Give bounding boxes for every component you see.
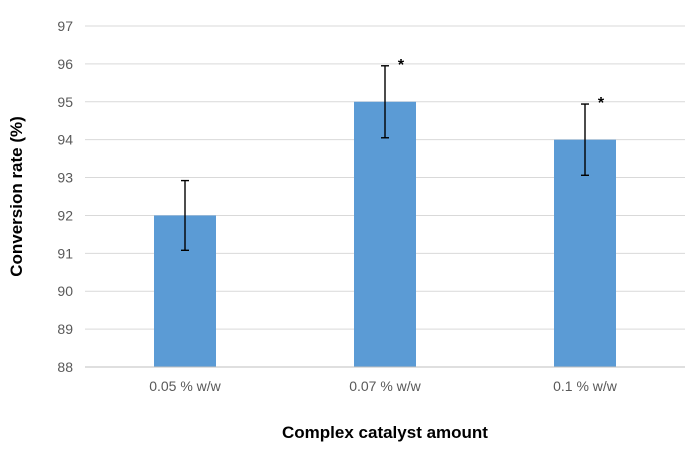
y-tick-label: 88 [57, 359, 73, 375]
significance-asterisk: * [598, 95, 605, 112]
y-tick-label: 92 [57, 207, 73, 223]
bar [354, 101, 416, 368]
y-tick-label: 94 [57, 132, 73, 148]
error-bars [181, 65, 589, 252]
x-tick-label: 0.07 % w/w [349, 378, 421, 394]
error-bar [581, 103, 589, 176]
y-tick-label: 89 [57, 321, 73, 337]
x-axis-ticks: 0.05 % w/w 0.07 % w/w 0.1 % w/w [149, 378, 618, 394]
x-tick-label: 0.1 % w/w [553, 378, 618, 394]
y-axis-ticks: 88 89 90 91 92 93 94 95 96 97 [57, 18, 73, 375]
y-tick-label: 96 [57, 56, 73, 72]
significance-marks: ** [398, 57, 605, 112]
error-bar [381, 65, 389, 139]
bar [554, 139, 616, 367]
y-tick-label: 97 [57, 18, 73, 34]
y-axis-title: Conversion rate (%) [7, 116, 26, 277]
y-tick-label: 93 [57, 170, 73, 186]
bars [154, 101, 616, 368]
y-tick-label: 90 [57, 283, 73, 299]
y-tick-label: 95 [57, 94, 73, 110]
error-bar [181, 179, 189, 252]
y-tick-label: 91 [57, 245, 73, 261]
x-axis-title: Complex catalyst amount [282, 423, 488, 442]
x-tick-label: 0.05 % w/w [149, 378, 221, 394]
significance-asterisk: * [398, 57, 405, 74]
